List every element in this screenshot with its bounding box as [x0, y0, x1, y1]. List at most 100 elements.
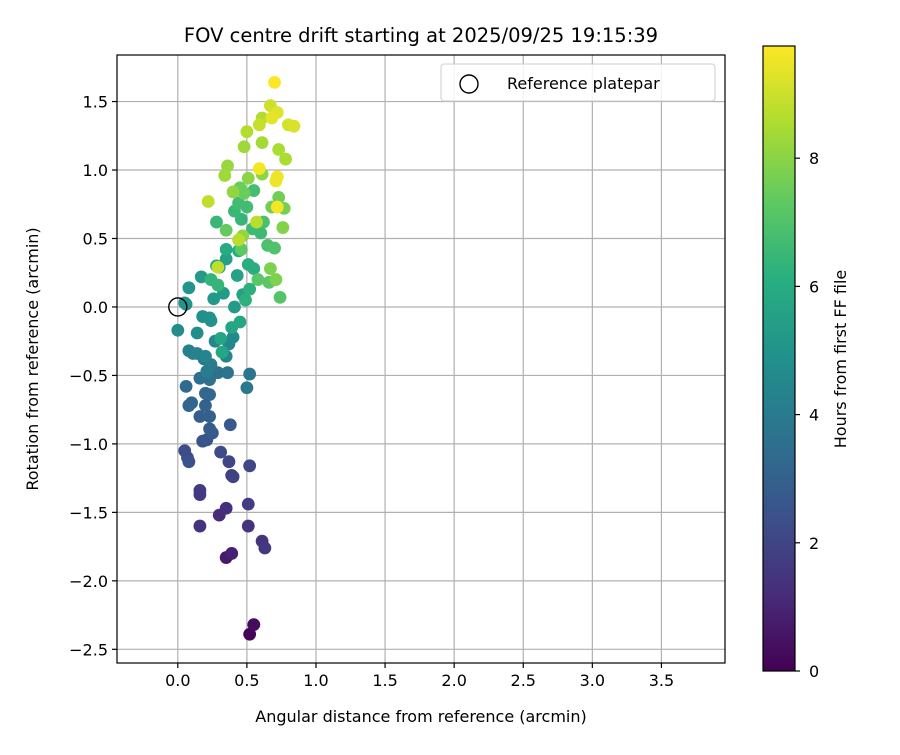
data-point	[182, 281, 196, 295]
data-point	[269, 174, 283, 188]
y-tick-label: −1.0	[69, 435, 108, 454]
data-point	[178, 296, 192, 310]
y-tick-label: −0.5	[69, 366, 108, 385]
data-point	[252, 162, 266, 176]
data-point	[194, 270, 208, 284]
data-point	[265, 111, 279, 125]
data-point	[258, 541, 272, 555]
colorbar-tick-label: 0	[809, 662, 819, 681]
data-point	[203, 388, 216, 402]
data-point	[268, 75, 281, 89]
y-tick-label: −1.5	[69, 503, 108, 522]
data-point	[199, 399, 212, 412]
data-points	[171, 75, 301, 641]
plot-frame	[116, 54, 726, 664]
data-point	[210, 215, 223, 229]
x-axis-ticks: 0.0 0.5 1.0 1.5 2.0 2.5 3.0 3.5	[165, 663, 674, 690]
colorbar-tick-label: 8	[809, 149, 819, 168]
data-point	[243, 459, 257, 473]
data-point	[200, 364, 214, 378]
data-point	[219, 243, 233, 256]
data-point	[228, 300, 241, 314]
data-point	[214, 332, 228, 345]
y-tick-label: 0.5	[83, 229, 108, 248]
data-point	[203, 422, 216, 436]
x-axis-label: Angular distance from reference (arcmin)	[255, 707, 586, 726]
data-point	[203, 410, 216, 423]
data-point	[269, 273, 283, 286]
data-point	[254, 226, 268, 240]
data-point	[268, 241, 281, 255]
data-point	[251, 273, 265, 286]
y-axis-label: Rotation from reference (arcmin)	[23, 227, 42, 490]
x-tick-label: 1.0	[303, 671, 328, 690]
y-tick-label: 1.0	[83, 161, 108, 180]
data-point	[214, 445, 228, 459]
data-point	[211, 278, 225, 292]
data-point	[201, 195, 215, 208]
data-point	[270, 200, 284, 214]
colorbar-tick-label: 4	[809, 406, 819, 425]
colorbar-tick-label: 2	[809, 534, 819, 553]
legend-entry-label: Reference platepar	[507, 74, 660, 93]
legend-marker-open-circle	[459, 74, 479, 94]
data-point	[222, 455, 236, 469]
colorbar-tick-label: 6	[809, 277, 819, 296]
data-point	[233, 315, 247, 329]
x-tick-label: 1.5	[372, 671, 397, 690]
data-point	[226, 330, 240, 344]
data-point	[193, 410, 207, 423]
y-tick-label: 0.0	[83, 298, 108, 317]
data-point	[247, 262, 261, 276]
data-point	[240, 125, 254, 139]
data-point	[179, 379, 193, 393]
data-point	[232, 233, 246, 247]
data-point	[219, 223, 233, 237]
data-point	[241, 171, 255, 185]
x-tick-label: 3.0	[580, 671, 605, 690]
data-point	[237, 140, 251, 154]
data-point	[185, 396, 199, 410]
data-point	[239, 293, 252, 307]
data-point	[273, 290, 287, 304]
y-tick-label: −2.0	[69, 572, 108, 591]
data-point	[230, 269, 244, 282]
x-tick-label: 0.5	[234, 671, 259, 690]
data-point	[237, 186, 251, 200]
data-point	[243, 367, 257, 381]
data-point	[252, 118, 266, 132]
y-tick-label: 1.5	[83, 93, 108, 112]
data-point	[218, 169, 232, 182]
colorbar: 0 2 4 6 8 Hours from first FF file	[762, 45, 850, 681]
colorbar-gradient	[763, 46, 795, 671]
data-point	[263, 262, 277, 276]
data-point	[243, 627, 257, 641]
x-tick-label: 2.0	[441, 671, 466, 690]
data-point	[225, 547, 239, 560]
x-tick-label: 0.0	[165, 671, 190, 690]
data-point	[276, 221, 290, 234]
data-point	[272, 143, 286, 156]
data-point	[207, 292, 221, 306]
data-point	[241, 497, 255, 511]
data-point	[234, 243, 248, 256]
data-point	[226, 185, 240, 199]
data-point	[287, 119, 301, 133]
colorbar-frame	[762, 45, 796, 672]
data-point	[171, 323, 185, 337]
data-point	[232, 196, 246, 210]
y-tick-label: −2.5	[69, 640, 108, 659]
colorbar-ticks: 0 2 4 6 8	[795, 149, 819, 681]
data-point	[182, 455, 196, 469]
data-point	[243, 282, 257, 296]
colorbar-label: Hours from first FF file	[831, 270, 850, 449]
reference-platepar-marker	[168, 297, 188, 317]
data-point	[221, 159, 234, 173]
data-point	[211, 260, 225, 274]
data-point	[223, 418, 237, 432]
data-point	[279, 152, 292, 166]
data-point	[215, 345, 229, 359]
data-point	[241, 519, 255, 533]
